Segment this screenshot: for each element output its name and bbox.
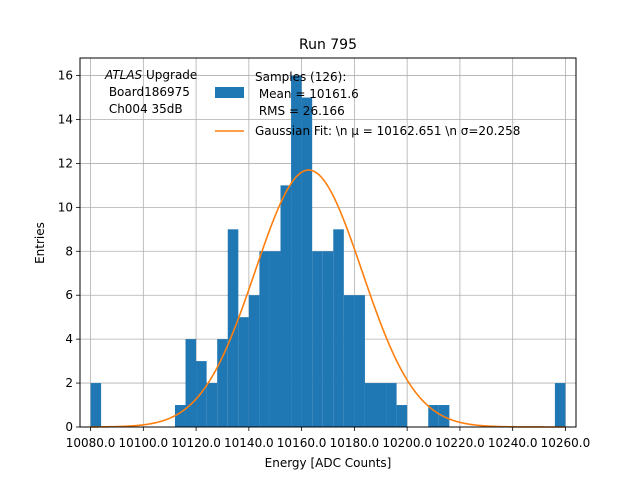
legend-label-histogram: Samples (126): Mean = 10161.6 RMS = 26.1…: [255, 70, 359, 118]
histogram-bar: [217, 339, 228, 427]
annotation-box: ATLAS Upgrade Board186975 Ch004 35dB: [104, 68, 197, 116]
annotation-line-2: Board186975: [105, 85, 190, 99]
legend-histogram-line: Mean = 10161.6: [255, 87, 359, 101]
histogram-bar: [343, 295, 355, 427]
y-tick-label: 16: [58, 69, 73, 83]
histogram-bar: [174, 405, 186, 427]
histogram-bars: [90, 75, 566, 428]
x-tick-label: 10140.0: [224, 436, 274, 450]
histogram-bar: [259, 251, 270, 427]
y-axis-label: Entries: [33, 222, 47, 264]
histogram-bar: [185, 339, 197, 427]
x-tick-label: 10160.0: [277, 436, 327, 450]
histogram-bar: [269, 251, 281, 427]
x-tick-label: 10180.0: [330, 436, 380, 450]
y-tick-label: 12: [58, 156, 73, 170]
x-tick-label: 10240.0: [488, 436, 538, 450]
y-tick-label: 0: [65, 420, 73, 434]
plot-frame: [79, 57, 577, 428]
x-tick-label: 10200.0: [382, 436, 432, 450]
y-tick-label: 10: [58, 200, 73, 214]
histogram-bar: [280, 185, 292, 427]
histogram-bar: [354, 295, 365, 427]
histogram-bar: [227, 229, 239, 427]
y-tick-label: 6: [65, 288, 73, 302]
histogram-bar: [554, 383, 566, 427]
fit-curve: [90, 169, 566, 428]
annotation-italic: ATLAS: [104, 68, 143, 82]
legend-histogram-line: RMS = 26.166: [255, 104, 345, 118]
annotation-rest: Upgrade: [142, 68, 197, 82]
histogram-bar: [90, 383, 102, 427]
histogram-bar: [364, 383, 376, 427]
histogram-bar: [386, 383, 397, 427]
histogram-bar: [248, 295, 260, 427]
y-tick-label: 4: [65, 332, 73, 346]
x-axis-label: Energy [ADC Counts]: [265, 456, 392, 470]
x-tick-label: 10120.0: [171, 436, 221, 450]
legend-histogram-line: Samples (126):: [255, 70, 346, 84]
histogram-bar: [301, 97, 313, 428]
y-axis-ticks: 0 2 4 6 8 10 12 14 16: [58, 69, 80, 434]
histogram-bar: [322, 251, 334, 427]
x-tick-label: 10260.0: [541, 436, 591, 450]
histogram-bar: [428, 405, 439, 427]
y-tick-label: 8: [65, 244, 73, 258]
histogram-bar: [396, 405, 408, 427]
histogram-bar: [238, 317, 249, 427]
histogram-bar: [196, 361, 207, 427]
x-tick-label: 10100.0: [119, 436, 169, 450]
gaussian-fit: [90, 169, 566, 428]
x-tick-label: 10080.0: [66, 436, 116, 450]
histogram-bar: [312, 251, 323, 427]
legend-label-fit: Gaussian Fit: \n μ = 10162.651 \n σ=20.2…: [255, 124, 520, 138]
y-tick-label: 14: [58, 113, 73, 127]
annotation-line-3: Ch004 35dB: [105, 102, 183, 116]
histogram-bar: [206, 383, 218, 427]
x-tick-label: 10220.0: [435, 436, 485, 450]
x-axis-ticks: 10080.0 10100.0 10120.0 10140.0 10160.0 10180…: [66, 427, 591, 450]
histogram-bar: [375, 383, 387, 427]
annotation-line-1: ATLAS Upgrade: [104, 68, 197, 82]
histogram-bar: [333, 229, 344, 427]
chart-title: Run 795: [299, 37, 357, 53]
histogram-bar: [291, 75, 302, 428]
y-tick-label: 2: [65, 376, 73, 390]
legend-swatch-histogram: [215, 87, 244, 98]
legend: Samples (126): Mean = 10161.6 RMS = 26.1…: [215, 70, 520, 138]
